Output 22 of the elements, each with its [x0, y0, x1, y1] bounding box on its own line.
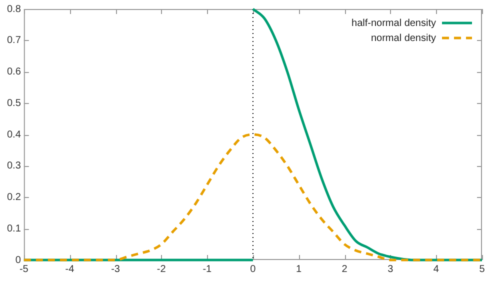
x-tick-label: 1: [296, 264, 302, 275]
x-tick-label: -2: [156, 264, 166, 275]
x-tick-label: -4: [65, 264, 75, 275]
y-tick-label: 0.6: [6, 66, 22, 78]
legend-label: normal density: [370, 32, 436, 44]
x-tick-label: -3: [111, 264, 120, 275]
x-tick-label: 3: [388, 264, 394, 275]
x-tick-label: -1: [202, 264, 212, 275]
x-tick-label: 4: [433, 264, 440, 275]
y-tick-label: 0.4: [6, 129, 22, 140]
y-tick-label: 0.8: [6, 4, 22, 15]
y-tick-label: 0.1: [6, 223, 22, 234]
legend-label: half-normal density: [352, 18, 436, 29]
y-tick-label: 0.5: [6, 98, 22, 109]
y-tick-label: 0.2: [6, 192, 22, 203]
x-tick-label: 2: [342, 264, 348, 275]
y-tick-label: 0.7: [6, 35, 22, 46]
x-tick-label: 0: [250, 264, 256, 275]
x-tick-label: 5: [479, 264, 486, 275]
y-tick-label: 0.3: [6, 160, 22, 172]
x-tick-label: -5: [19, 264, 29, 275]
y-tick-label: 0: [15, 254, 22, 266]
